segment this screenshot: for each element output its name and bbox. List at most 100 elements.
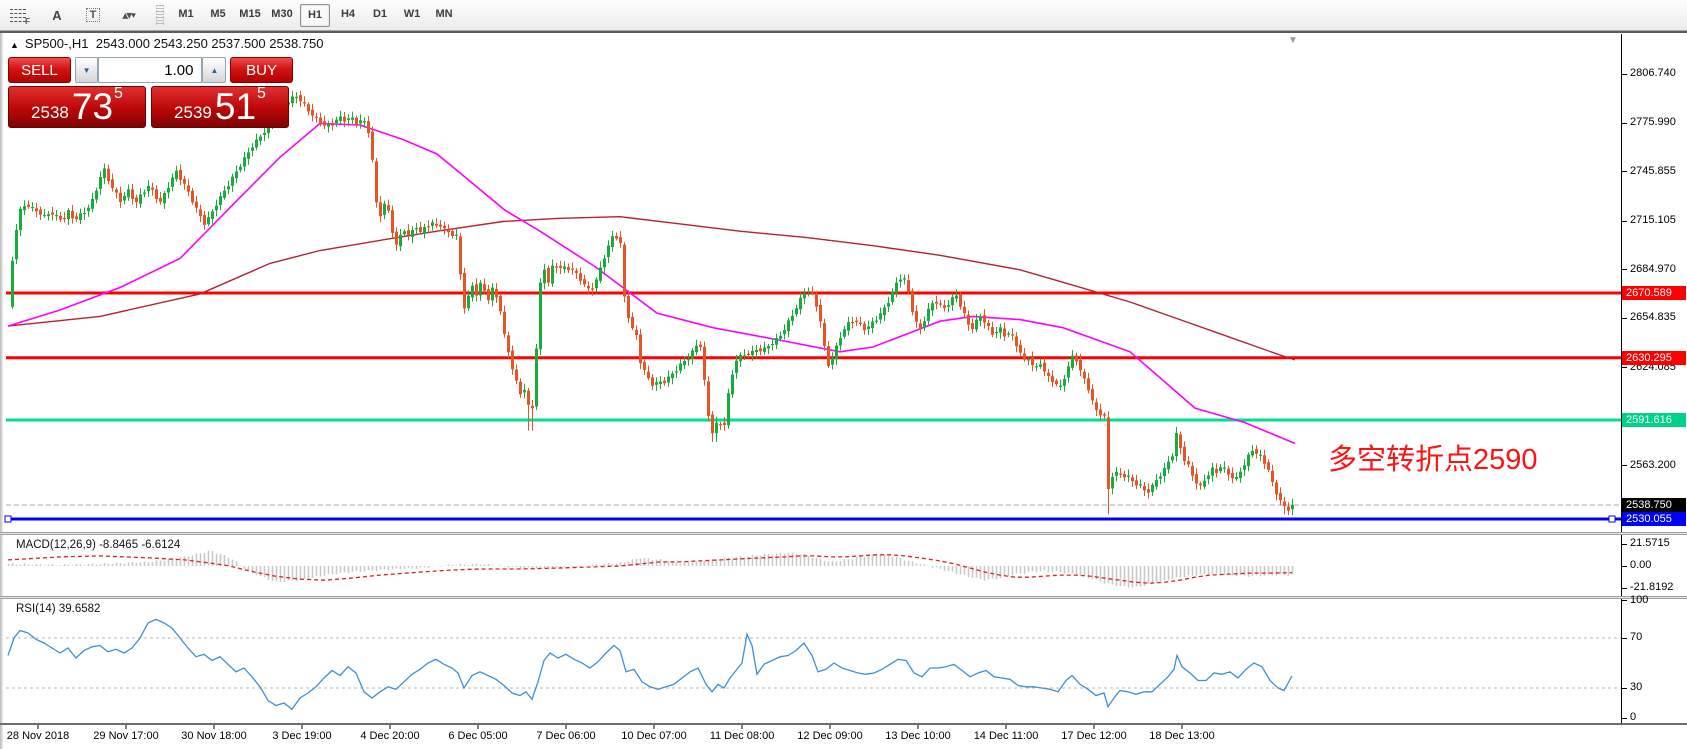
time-label: 4 Dec 20:00: [360, 730, 420, 742]
time-tick: [125, 725, 127, 729]
price-badge-2630.295: 2630.295: [1622, 350, 1686, 365]
time-label: 30 Nov 18:00: [181, 730, 247, 742]
macd-tick-label: -21.8192: [1630, 581, 1674, 594]
rsi-tick: [1622, 717, 1627, 719]
rsi-tick: [1622, 600, 1627, 601]
timeframe-m15[interactable]: M15: [239, 8, 261, 20]
time-label: 6 Dec 05:00: [448, 730, 508, 742]
price-tick-label: 2563.200: [1630, 458, 1676, 471]
price-tick-label: 2775.990: [1630, 116, 1676, 129]
macd-panel[interactable]: [7, 550, 1294, 588]
macd-tick-label: 0.00: [1630, 559, 1652, 571]
sell-price-sup: 5: [114, 85, 123, 102]
time-axis-separator: [0, 723, 1687, 725]
timeframe-d1[interactable]: D1: [372, 8, 388, 20]
timeframe-m1[interactable]: M1: [178, 8, 194, 20]
collapse-icon[interactable]: ▲: [10, 40, 19, 50]
line-handle[interactable]: [1608, 515, 1616, 523]
sell-price-base: 2538: [31, 103, 69, 122]
sell-price-big: 73: [71, 86, 114, 127]
price-tick: [1622, 465, 1627, 467]
rsi-tick-label: 100: [1630, 593, 1649, 606]
sell-button[interactable]: SELL: [8, 57, 71, 83]
main-chart[interactable]: [4, 90, 1621, 523]
buy-price-base: 2539: [174, 103, 212, 122]
chevron-down-icon[interactable]: ▾: [131, 9, 136, 20]
volume-input[interactable]: [98, 57, 203, 83]
price-badge-2530.055: 2530.055: [1622, 511, 1686, 526]
ma-slow-line[interactable]: [7, 215, 1296, 361]
price-tick: [1622, 220, 1627, 222]
timeframe-h1[interactable]: H1: [300, 3, 330, 27]
sell-price-ticket[interactable]: 2538 73 5: [8, 85, 146, 128]
price-tick: [1622, 171, 1627, 173]
buy-button[interactable]: BUY: [230, 57, 293, 83]
volume-decrease-button[interactable]: ▼: [74, 57, 99, 83]
time-tick: [917, 725, 919, 729]
chart-canvas[interactable]: [0, 33, 1687, 749]
rsi-label: RSI(14) 39.6582: [16, 603, 101, 615]
rsi-panel[interactable]: [6, 618, 1621, 711]
time-tick: [213, 725, 215, 729]
buy-price-ticket[interactable]: 2539 51 5: [151, 85, 289, 128]
timeframe-h4[interactable]: H4: [340, 8, 356, 20]
timeframe-w1[interactable]: W1: [403, 8, 421, 20]
macd-panel-separator[interactable]: [0, 532, 1687, 535]
toolbar-separator[interactable]: [156, 5, 164, 25]
timeframe-m5[interactable]: M5: [210, 8, 226, 20]
time-label: 14 Dec 11:00: [973, 730, 1039, 742]
price-tick: [1622, 122, 1627, 124]
toolbar: F A T ▴▾ ▾ M1 M5 M15 M30 H1 H4 D1 W1 MN: [0, 0, 1687, 31]
text-label-icon[interactable]: A: [52, 7, 62, 23]
rsi-tick-label: 70: [1630, 631, 1643, 643]
price-tick: [1622, 367, 1627, 369]
price-tick-label: 2745.855: [1630, 164, 1676, 177]
time-tick: [37, 725, 39, 729]
buy-price-big: 51: [214, 86, 257, 127]
fibo-lines-icon[interactable]: F: [6, 3, 32, 27]
macd-tick: [1622, 565, 1627, 567]
time-tick: [829, 725, 831, 729]
timeframe-bar: M1 M5 M15 M30 H1 H4 D1 W1 MN: [170, 3, 460, 27]
time-label: 3 Dec 19:00: [272, 730, 332, 742]
rsi-line: [7, 618, 1293, 711]
chart-annotation-text[interactable]: 多空转折点2590: [1328, 444, 1538, 476]
buy-price-sup: 5: [257, 85, 266, 102]
time-label: 11 Dec 08:00: [709, 730, 775, 742]
arrows-icon[interactable]: ▴▾ ▾: [122, 8, 136, 22]
price-badge-2670.589: 2670.589: [1622, 285, 1686, 300]
rsi-panel-separator[interactable]: [0, 596, 1687, 599]
volume-increase-button[interactable]: ▲: [202, 57, 227, 83]
rsi-tick-label: 0: [1630, 711, 1637, 723]
chart-shift-marker: ▼: [1288, 35, 1298, 46]
price-badge-2538.750: 2538.750: [1622, 497, 1686, 512]
macd-label: MACD(12,26,9) -8.8465 -6.6124: [16, 539, 181, 551]
time-tick: [301, 725, 303, 729]
ma-fast-line[interactable]: [7, 122, 1296, 445]
candles[interactable]: [11, 90, 1294, 516]
price-tick-label: 2806.740: [1630, 67, 1676, 79]
window-left-border: [0, 33, 3, 749]
time-label: 18 Dec 13:00: [1149, 730, 1215, 742]
line-handle[interactable]: [4, 515, 12, 523]
macd-tick: [1622, 543, 1627, 545]
time-label: 13 Dec 10:00: [885, 730, 951, 742]
price-tick-label: 2684.970: [1630, 262, 1676, 275]
macd-tick-label: 21.5715: [1630, 537, 1670, 550]
symbol-period: SP500-,H1: [24, 36, 89, 51]
time-tick: [1181, 725, 1183, 729]
time-tick: [741, 725, 743, 729]
ohlc-values: 2543.000 2543.250 2537.500 2538.750: [95, 36, 324, 51]
timeframe-mn[interactable]: MN: [435, 8, 453, 20]
macd-tick: [1622, 587, 1627, 589]
price-tick-label: 2715.105: [1630, 214, 1676, 227]
time-tick: [565, 725, 567, 729]
price-tick-label: 2654.835: [1630, 311, 1676, 324]
time-label: 17 Dec 12:00: [1061, 730, 1127, 742]
text-box-icon[interactable]: T: [80, 3, 106, 27]
timeframe-m30[interactable]: M30: [271, 8, 293, 20]
rsi-tick: [1622, 637, 1627, 639]
time-label: 10 Dec 07:00: [621, 730, 687, 742]
